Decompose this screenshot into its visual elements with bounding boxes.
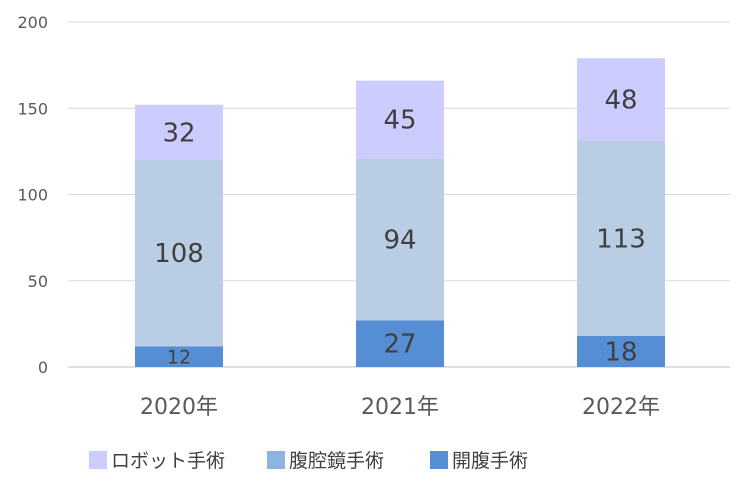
bar-segment-ロボット手術-2022年 — [577, 58, 665, 142]
legend: ロボット手術 腹腔鏡手術 開腹手術 — [89, 450, 528, 472]
data-label: 113 — [596, 224, 646, 254]
bar-segment-ロボット手術-2020年 — [135, 104, 223, 160]
x-axis-ticks: 2020年 2021年 2022年 — [140, 395, 660, 420]
legend-swatch — [267, 451, 285, 469]
bar-segment-腹腔鏡手術-2021年 — [356, 158, 444, 321]
data-label: 32 — [162, 118, 195, 148]
y-tick-label: 200 — [17, 13, 48, 32]
bar-segment-ロボット手術-2021年 — [356, 80, 444, 159]
data-label: 45 — [383, 105, 416, 135]
bars — [135, 58, 665, 367]
legend-entry: ロボット手術 — [111, 450, 225, 472]
y-axis-ticks: 0 50 100 150 200 — [17, 13, 48, 377]
y-tick-label: 50 — [28, 272, 48, 291]
x-tick-label: 2021年 — [361, 395, 439, 420]
data-label: 48 — [604, 86, 637, 116]
bar-segment-開腹手術-2021年 — [356, 320, 444, 367]
data-label: 94 — [383, 225, 416, 255]
bar-segment-開腹手術-2020年 — [135, 346, 223, 367]
bar-segment-開腹手術-2022年 — [577, 335, 665, 367]
x-tick-label: 2020年 — [140, 395, 218, 420]
y-tick-label: 100 — [17, 186, 48, 205]
bar-segment-腹腔鏡手術-2020年 — [135, 160, 223, 347]
legend-swatch — [89, 451, 107, 469]
data-label: 18 — [604, 337, 637, 367]
bar-segment-腹腔鏡手術-2022年 — [577, 141, 665, 336]
y-tick-label: 150 — [17, 99, 48, 118]
legend-entry: 腹腔鏡手術 — [289, 450, 384, 472]
legend-swatch — [430, 451, 448, 469]
x-tick-label: 2022年 — [582, 395, 660, 420]
y-tick-label: 0 — [38, 358, 48, 377]
data-labels: 12 108 32 27 94 45 18 113 48 — [154, 86, 646, 369]
data-label: 12 — [167, 347, 191, 369]
data-label: 108 — [154, 239, 204, 269]
data-label: 27 — [383, 330, 416, 360]
legend-entry: 開腹手術 — [452, 450, 528, 472]
